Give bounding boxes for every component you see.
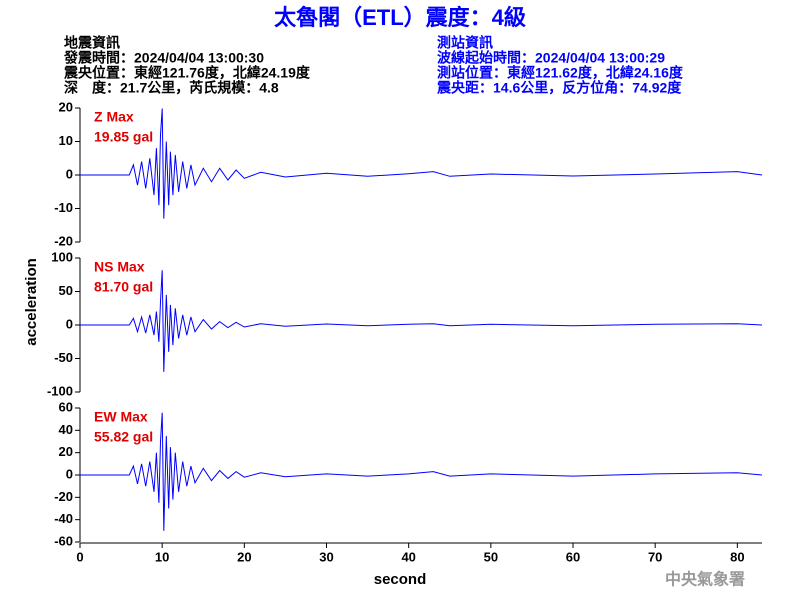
y-tick-label: 50 bbox=[59, 283, 73, 298]
info-left: 震央位置：東經121.76度，北緯24.19度 bbox=[63, 65, 311, 81]
y-tick-label: 20 bbox=[59, 444, 73, 459]
y-tick-label: 10 bbox=[59, 133, 73, 148]
waveform bbox=[80, 270, 763, 372]
info-right: 波線起始時間：2024/04/04 13:00:29 bbox=[437, 50, 665, 66]
info-left: 地震資訊 bbox=[64, 35, 120, 51]
x-tick-label: 80 bbox=[730, 549, 744, 564]
y-tick-label: 0 bbox=[66, 166, 73, 181]
y-tick-label: 0 bbox=[66, 466, 73, 481]
x-tick-label: 60 bbox=[566, 549, 580, 564]
y-tick-label: -10 bbox=[54, 200, 73, 215]
y-tick-label: -40 bbox=[54, 511, 73, 526]
x-tick-label: 20 bbox=[237, 549, 251, 564]
x-tick-label: 40 bbox=[401, 549, 415, 564]
info-right: 測站資訊 bbox=[437, 35, 493, 51]
y-tick-label: 100 bbox=[51, 249, 73, 264]
y-tick-label: -60 bbox=[54, 533, 73, 548]
info-left: 深 度：21.7公里，芮氏規模：4.8 bbox=[64, 80, 279, 96]
x-tick-label: 50 bbox=[484, 549, 498, 564]
y-tick-label: -50 bbox=[54, 350, 73, 365]
x-tick-label: 10 bbox=[155, 549, 169, 564]
y-tick-label: -20 bbox=[54, 233, 73, 248]
x-tick-label: 70 bbox=[648, 549, 662, 564]
x-tick-label: 0 bbox=[76, 549, 83, 564]
y-tick-label: -20 bbox=[54, 489, 73, 504]
y-tick-label: 40 bbox=[59, 422, 73, 437]
waveform bbox=[80, 412, 763, 531]
info-right: 測站位置：東經121.62度，北緯24.16度 bbox=[437, 65, 684, 81]
max-label: 55.82 gal bbox=[94, 429, 153, 445]
info-left: 發震時間：2024/04/04 13:00:30 bbox=[63, 50, 264, 66]
max-label: 19.85 gal bbox=[94, 129, 153, 145]
y-tick-label: 0 bbox=[66, 316, 73, 331]
max-label: 81.70 gal bbox=[94, 279, 153, 295]
waveform bbox=[80, 108, 763, 219]
y-axis-label: acceleration bbox=[23, 258, 40, 346]
series-name: NS Max bbox=[94, 259, 145, 275]
x-axis-label: second bbox=[374, 571, 427, 588]
watermark: 中央氣象署 bbox=[665, 570, 745, 589]
info-right: 震央距：14.6公里，反方位角：74.92度 bbox=[436, 80, 682, 96]
series-name: EW Max bbox=[94, 409, 148, 425]
y-tick-label: -100 bbox=[47, 383, 73, 398]
chart-title: 太魯閣（ETL）震度：4級 bbox=[274, 5, 526, 30]
y-tick-label: 20 bbox=[59, 99, 73, 114]
y-tick-label: 60 bbox=[59, 399, 73, 414]
series-name: Z Max bbox=[94, 109, 134, 125]
x-tick-label: 30 bbox=[319, 549, 333, 564]
